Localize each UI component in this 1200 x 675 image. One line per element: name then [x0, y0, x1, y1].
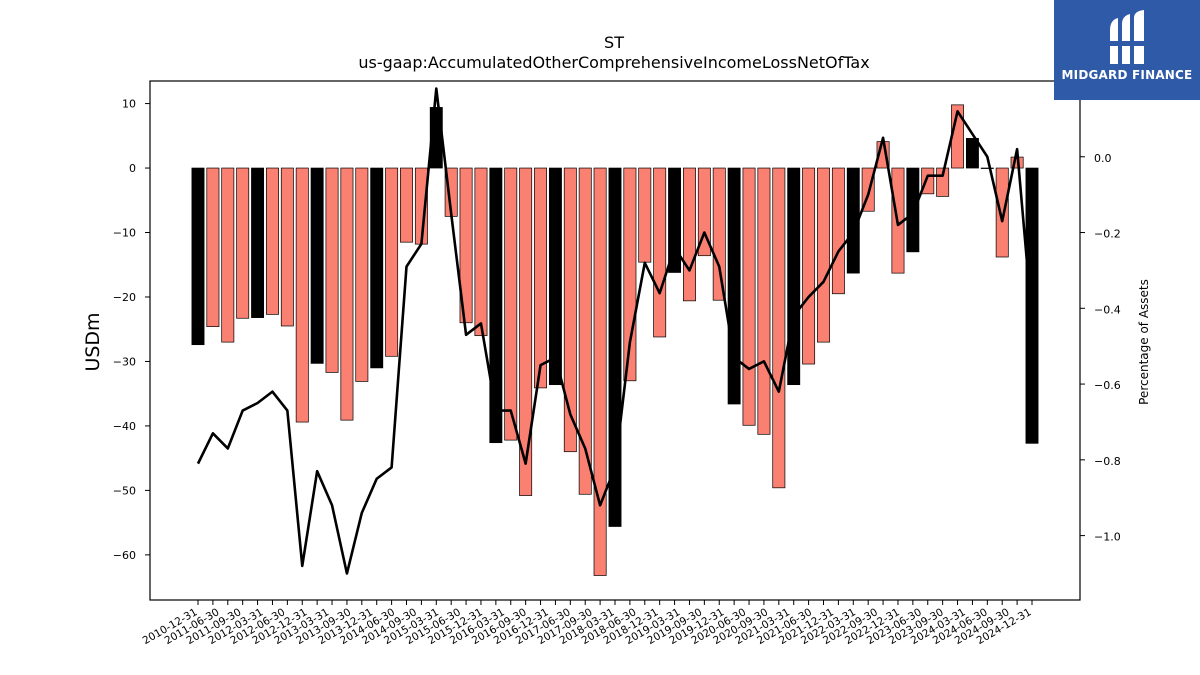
- bar: [980, 167, 994, 169]
- bar: [965, 138, 979, 169]
- bar: [817, 167, 830, 343]
- bar: [802, 167, 816, 365]
- bar: [906, 167, 920, 253]
- y2-axis-label: Percentage of Assets: [1137, 279, 1151, 405]
- bar: [355, 167, 369, 382]
- bar: [668, 167, 682, 273]
- y-tick-label: −20: [113, 291, 136, 304]
- y-tick-label: 10: [122, 98, 136, 111]
- bar: [727, 167, 741, 405]
- y-tick-label: −60: [113, 549, 136, 562]
- bar: [683, 167, 696, 302]
- line-group: [196, 87, 1034, 575]
- midgard-logo-icon: [1108, 10, 1146, 64]
- bar: [534, 167, 547, 389]
- bar: [995, 167, 1009, 258]
- bar: [504, 167, 518, 441]
- bar: [385, 167, 399, 357]
- bar: [400, 167, 413, 243]
- bar: [221, 167, 235, 343]
- y2-tick-label: −0.8: [1094, 455, 1121, 468]
- bar: [236, 167, 250, 319]
- bar: [712, 167, 726, 301]
- bar: [280, 167, 294, 327]
- y-tick-label: 0: [129, 162, 136, 175]
- bar: [697, 167, 711, 257]
- chart-title: ST: [604, 33, 624, 52]
- bar: [191, 167, 205, 346]
- bar: [340, 167, 354, 421]
- bar: [459, 167, 473, 324]
- y-tick-label: −50: [113, 484, 136, 497]
- bar: [593, 167, 607, 576]
- bar: [251, 167, 265, 318]
- bar: [206, 167, 220, 327]
- y2-axis: 0.20.0−0.2−0.4−0.6−0.8−1.0: [1080, 76, 1121, 544]
- y2-tick-label: −0.2: [1094, 228, 1121, 241]
- y2-tick-label: 0.0: [1094, 152, 1112, 165]
- bar: [742, 167, 756, 426]
- bar: [638, 167, 652, 263]
- bar: [608, 167, 622, 527]
- bar: [787, 167, 801, 386]
- bar: [266, 167, 279, 315]
- y-axis-label: USDm: [82, 312, 104, 371]
- chart-subtitle: us-gaap:AccumulatedOtherComprehensiveInc…: [358, 53, 869, 72]
- y-tick-label: −40: [113, 420, 136, 433]
- bar: [563, 167, 577, 453]
- bar: [653, 167, 667, 338]
- percentage-line: [196, 87, 1034, 575]
- bar: [474, 167, 488, 337]
- bar: [831, 167, 845, 295]
- bar: [519, 167, 533, 496]
- midgard-finance-logo: MIDGARD FINANCE: [1054, 0, 1200, 100]
- bar: [310, 167, 324, 364]
- bar: [370, 167, 384, 369]
- bar: [578, 167, 592, 495]
- bar: [772, 167, 786, 489]
- bar: [489, 167, 503, 444]
- bar: [757, 167, 771, 435]
- bar: [846, 167, 860, 274]
- y-tick-label: −10: [113, 227, 136, 240]
- x-axis: 2010-12-312011-06-302011-09-302012-03-31…: [141, 600, 1034, 647]
- y2-tick-label: −1.0: [1094, 531, 1121, 544]
- y-axis: 10 0 −10 −20 −30 −40 −50 −60: [113, 98, 150, 562]
- y2-tick-label: −0.6: [1094, 379, 1121, 392]
- bar: [548, 167, 562, 386]
- bar-group: [191, 104, 1039, 576]
- bar: [325, 167, 339, 373]
- bar: [295, 167, 309, 423]
- logo-text: MIDGARD FINANCE: [1061, 68, 1193, 82]
- y2-tick-label: −0.4: [1094, 303, 1121, 316]
- y-tick-label: −30: [113, 355, 136, 368]
